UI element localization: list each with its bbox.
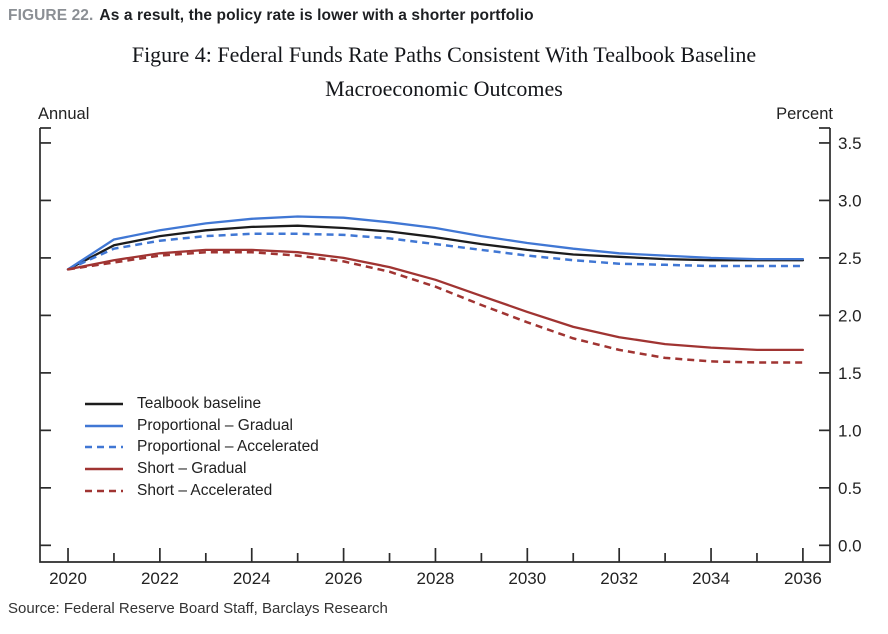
right-axis-unit-label: Percent xyxy=(776,105,833,123)
legend-label: Proportional – Accelerated xyxy=(137,438,319,456)
x-tick-label: 2024 xyxy=(233,569,271,588)
figure-number-label: FIGURE 22. xyxy=(8,7,94,24)
legend-line-sample xyxy=(85,445,123,449)
chart-legend: Tealbook baseline Proportional – Gradual P… xyxy=(85,393,319,501)
legend-item: Tealbook baseline xyxy=(85,393,319,415)
legend-label: Proportional – Gradual xyxy=(137,416,293,434)
y-tick-label: 2.0 xyxy=(838,306,862,325)
source-text: Source: Federal Reserve Board Staff, Bar… xyxy=(8,600,388,617)
x-tick-label: 2026 xyxy=(325,569,363,588)
x-tick-label: 2020 xyxy=(49,569,87,588)
series-line-tealbook-baseline xyxy=(66,224,805,271)
legend-item: Proportional – Gradual xyxy=(85,415,319,437)
legend-line-sample xyxy=(85,489,123,492)
y-tick-label: 3.5 xyxy=(838,134,862,153)
legend-item: Short – Gradual xyxy=(85,458,319,480)
x-tick-label: 2030 xyxy=(508,569,546,588)
legend-label: Short – Gradual xyxy=(137,459,247,477)
legend-item: Proportional – Accelerated xyxy=(85,436,319,458)
legend-item: Short – Accelerated xyxy=(85,480,319,502)
series-line-proportional-gradual xyxy=(66,215,805,271)
y-tick-label: 0.0 xyxy=(838,536,862,555)
chart-title-line1: Figure 4: Federal Funds Rate Paths Consi… xyxy=(131,42,757,67)
series-line-proportional-accelerated xyxy=(67,232,803,271)
series-line-short-accelerated xyxy=(67,250,803,364)
x-tick-label: 2032 xyxy=(600,569,638,588)
y-tick-label: 2.5 xyxy=(838,249,862,268)
y-tick-label: 0.5 xyxy=(838,479,862,498)
x-tick-label: 2034 xyxy=(692,569,730,588)
legend-line-sample xyxy=(85,424,123,427)
series-line-short-gradual xyxy=(66,248,805,352)
figure-headline: As a result, the policy rate is lower wi… xyxy=(99,7,534,24)
legend-line-sample xyxy=(85,402,123,406)
chart-title-line2: Macroeconomic Outcomes xyxy=(325,76,563,101)
y-tick-label: 1.0 xyxy=(838,421,862,440)
x-tick-label: 2036 xyxy=(784,569,822,588)
y-tick-label: 3.0 xyxy=(838,191,862,210)
legend-line-sample xyxy=(85,467,123,471)
left-axis-unit-label: Annual xyxy=(38,105,90,123)
x-tick-label: 2022 xyxy=(141,569,179,588)
x-tick-label: 2028 xyxy=(417,569,455,588)
legend-label: Short – Accelerated xyxy=(137,481,273,499)
figure-header: FIGURE 22. As a result, the policy rate i… xyxy=(8,7,534,25)
legend-label: Tealbook baseline xyxy=(137,394,262,412)
y-tick-label: 1.5 xyxy=(838,364,862,383)
